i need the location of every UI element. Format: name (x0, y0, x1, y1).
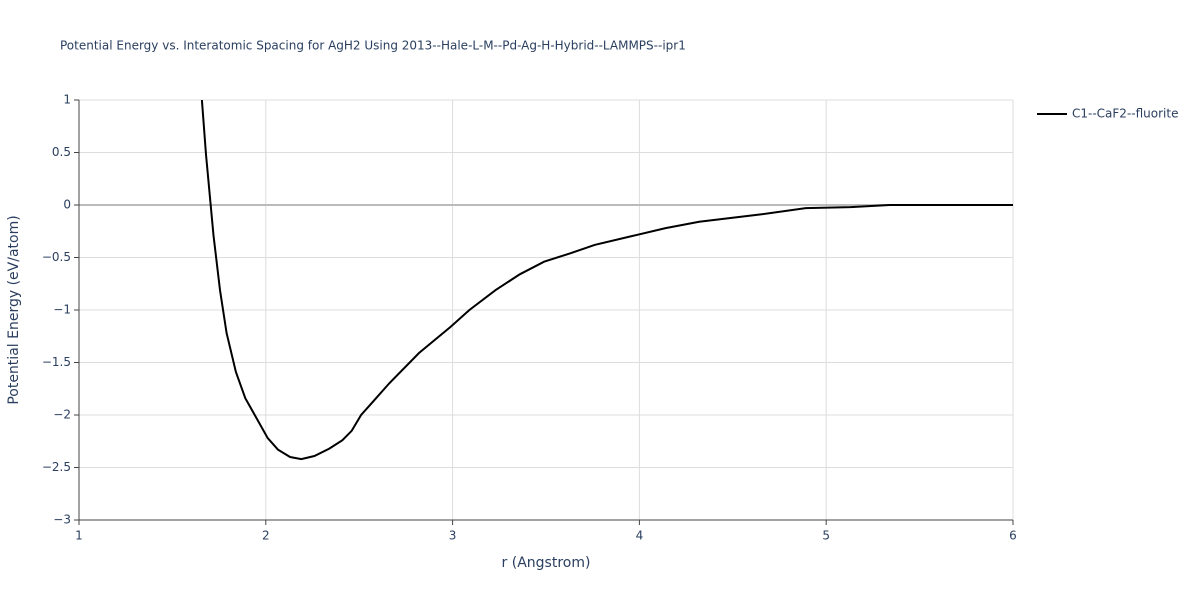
y-tick-label: −2.5 (42, 460, 71, 474)
x-tick-label: 5 (822, 529, 830, 543)
chart-title: Potential Energy vs. Interatomic Spacing… (60, 39, 686, 53)
plot-area (200, 100, 1013, 461)
y-tick-label: 1 (63, 93, 71, 107)
legend-label: C1--CaF2--fluorite (1072, 107, 1178, 121)
line-series (200, 100, 1013, 461)
grid (74, 99, 1014, 525)
x-tick-label: 3 (449, 529, 457, 543)
y-tick-label: −1.5 (42, 355, 71, 369)
y-axis-label: Potential Energy (eV/atom) (6, 215, 22, 404)
y-tick-label: −1 (53, 303, 71, 317)
y-tick-label: 0.5 (52, 145, 71, 159)
y-tick-label: −2 (53, 408, 71, 422)
x-tick-label: 2 (262, 529, 270, 543)
x-tick-label: 1 (75, 529, 83, 543)
y-tick-label: −3 (53, 513, 71, 527)
y-tick-label: −0.5 (42, 250, 71, 264)
y-tick-label: 0 (63, 198, 71, 212)
x-tick-label: 6 (1009, 529, 1017, 543)
x-tick-label: 4 (636, 529, 644, 543)
x-axis-label: r (Angstrom) (502, 555, 591, 571)
